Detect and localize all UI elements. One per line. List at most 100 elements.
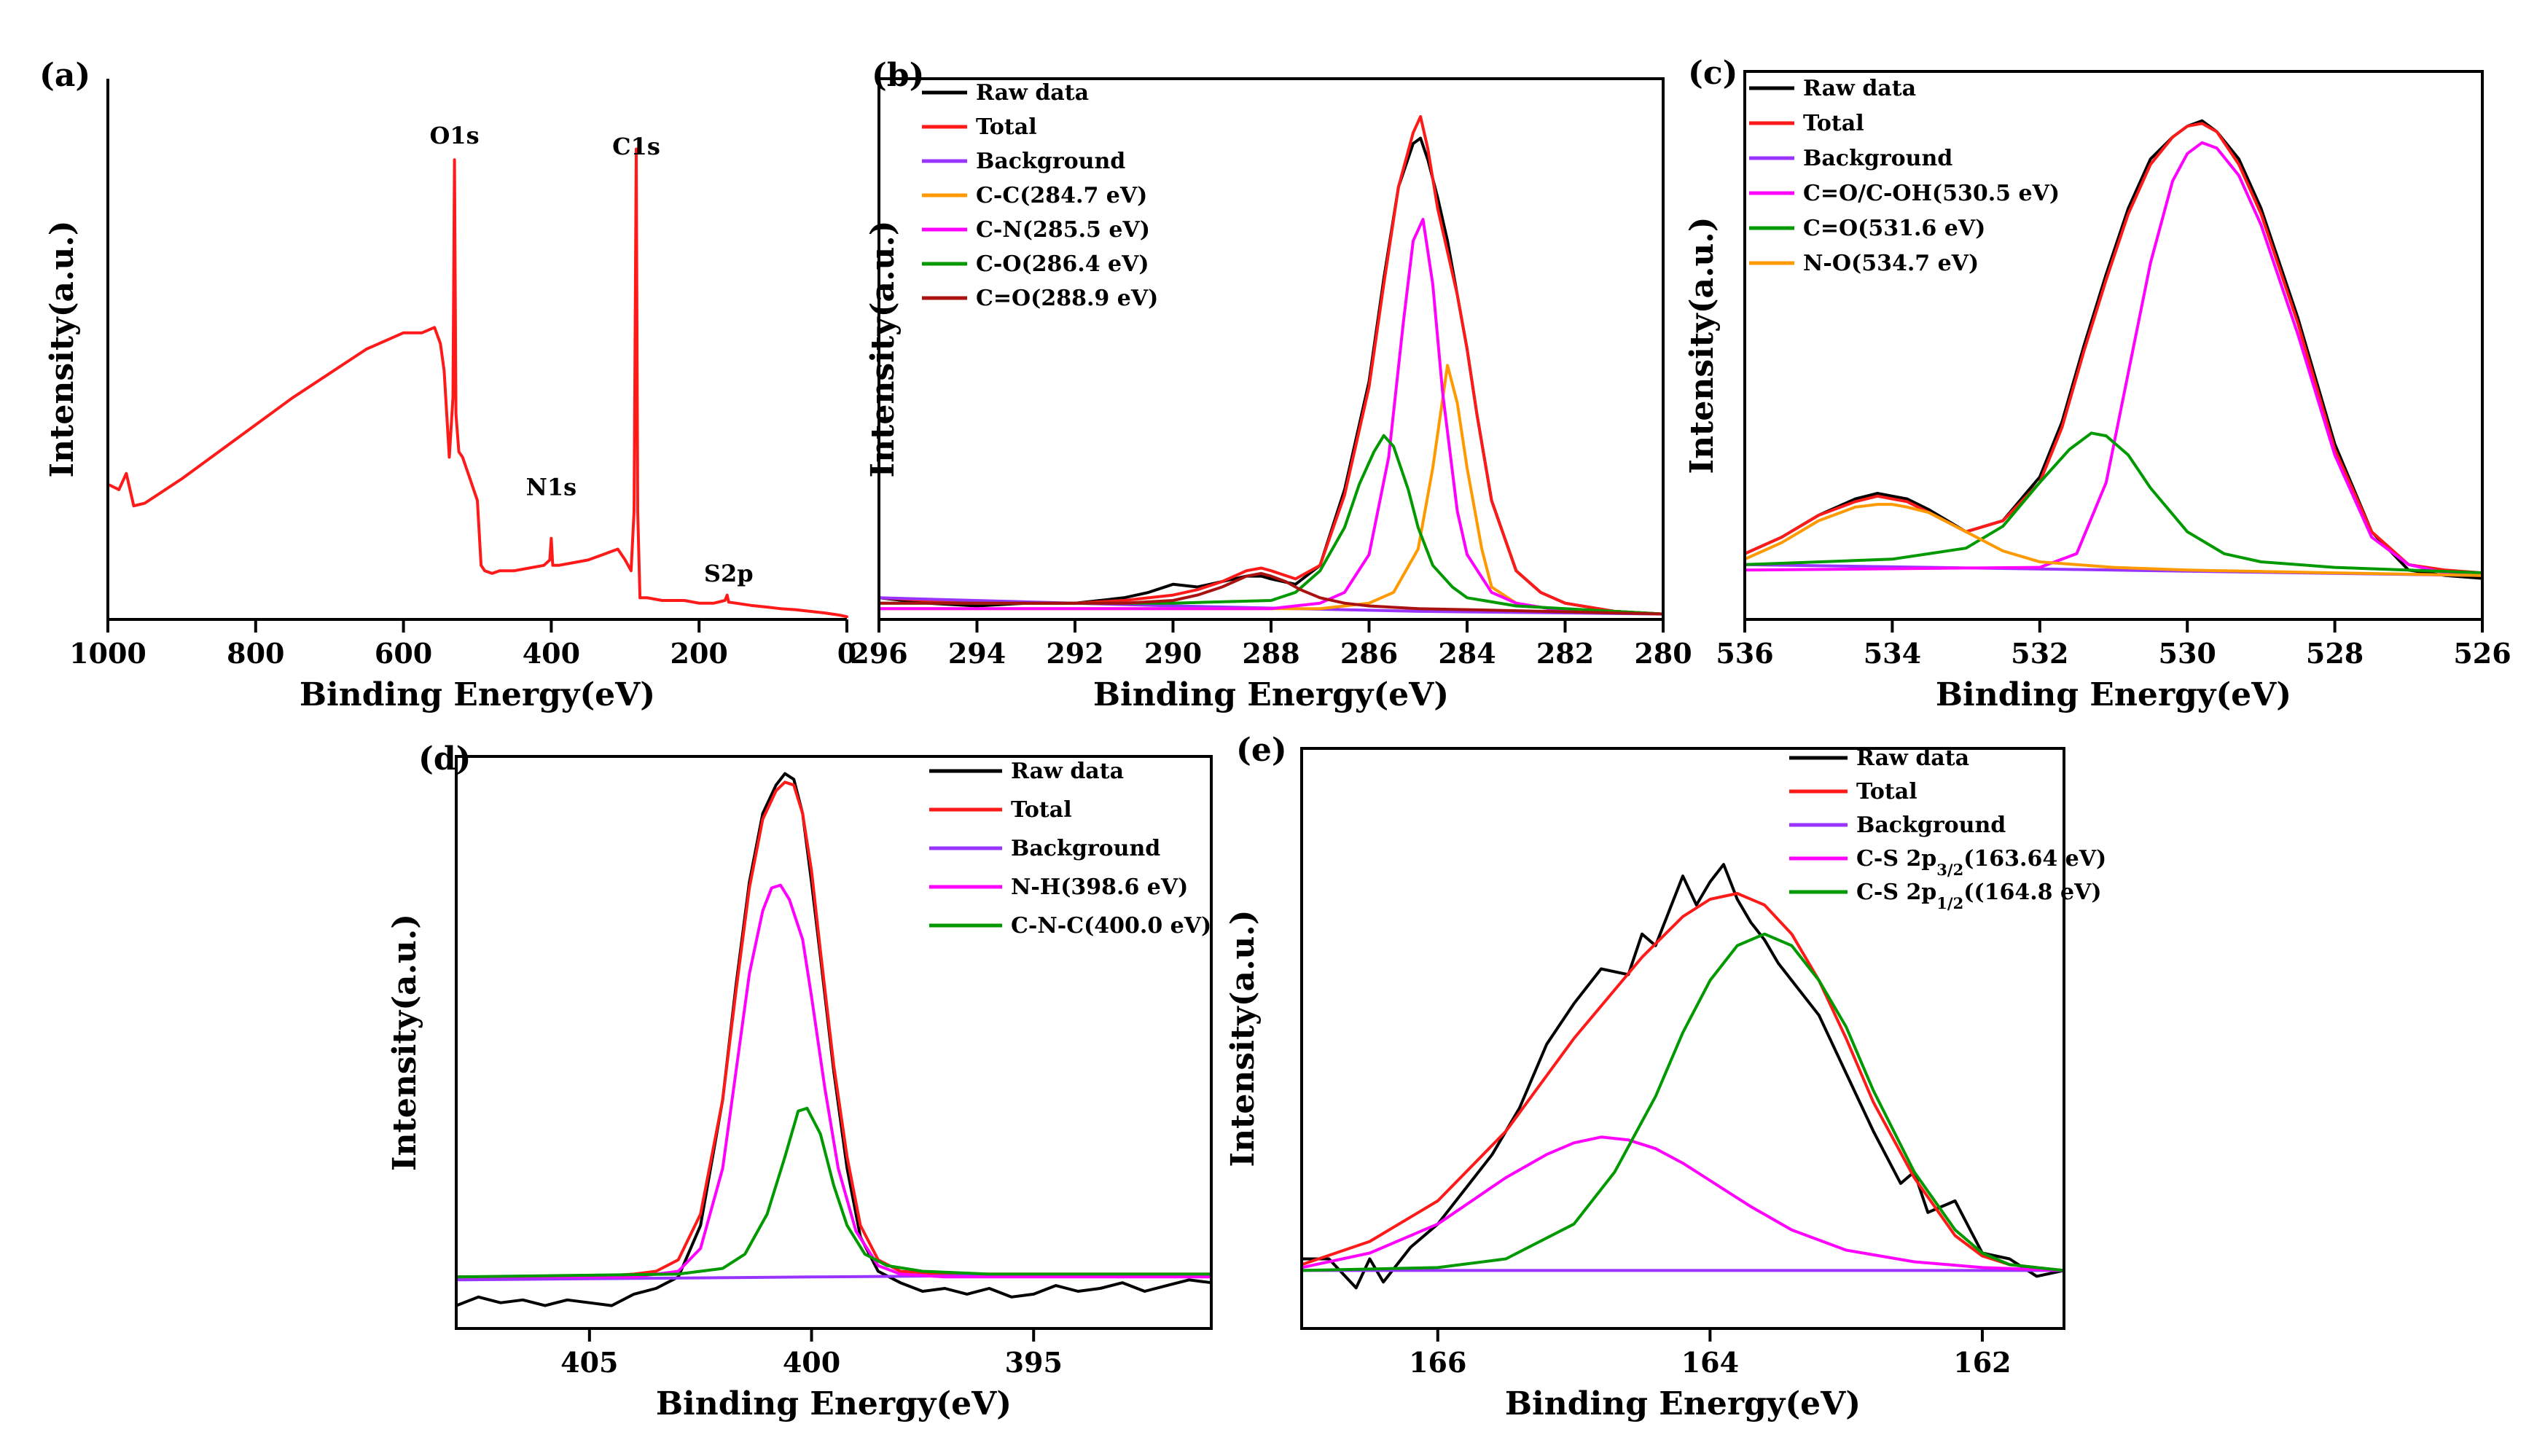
plot-frame-e [1300, 747, 2065, 1330]
x-tick-label-b: 280 [1634, 637, 1692, 670]
y-axis-title-c: Intensity(a.u.) [1684, 216, 1721, 474]
legend-label-b: C-O(286.4 eV) [976, 251, 1149, 277]
legend-b: Raw data Total Background C-C(284.7 eV) C-N(… [922, 80, 1158, 311]
legend-label-c: C=O/C-OH(530.5 eV) [1803, 181, 2060, 206]
plot-frame-c [1743, 70, 2484, 621]
x-tick-label-a: 1000 [69, 637, 146, 670]
x-axis-title-e: Binding Energy(eV) [1505, 1385, 1861, 1422]
series-group-d [455, 772, 1213, 1307]
y-axis-title-b: Intensity(a.u.) [864, 220, 902, 477]
x-tick-label-c: 530 [2159, 637, 2216, 670]
x-tick-label-a: 200 [671, 637, 728, 670]
x-tick-label-a: 800 [227, 637, 284, 670]
series-b-total [877, 114, 1665, 616]
x-tick-label-b: 286 [1340, 637, 1398, 670]
x-tick-label-e: 164 [1681, 1346, 1739, 1379]
legend-label-b: Raw data [976, 80, 1089, 106]
legend-label-b: C-N(285.5 eV) [976, 217, 1150, 243]
series-a-survey [106, 147, 848, 619]
x-tick-label-b: 284 [1438, 637, 1496, 670]
series-c-c-o-c-oh-530-5-ev [1743, 141, 2484, 577]
legend-label-b: C-C(284.7 eV) [976, 183, 1147, 208]
series-c-total [1743, 122, 2484, 575]
x-tick-label-b: 292 [1046, 637, 1103, 670]
panel-label-e: (e) [1236, 732, 1287, 769]
legend-c: Raw data Total Background C=O/C-OH(530.5 eV… [1749, 76, 2060, 276]
series-e-total [1300, 892, 2065, 1272]
series-c-c-o-531-6-ev [1743, 431, 2484, 575]
panel-label-d: (d) [418, 740, 471, 778]
x-tick-label-a: 400 [523, 637, 580, 670]
peak-label-n1s: N1s [526, 473, 577, 501]
panel-d: 405 400 395 Binding Energy(eV) Intensity(a.u… [386, 740, 1213, 1422]
legend-d: Raw data Total Background N-H(398.6 eV) C-N-… [929, 759, 1211, 939]
legend-e: Raw data Total Background C-S 2p3/2(163.64 … [1789, 745, 2106, 912]
x-tick-label-b: 282 [1536, 637, 1594, 670]
plot-frame-d [455, 755, 1213, 1330]
legend-label-b: Background [976, 149, 1125, 174]
series-b-raw-data [877, 136, 1665, 616]
legend-label-c: C=O(531.6 eV) [1803, 216, 1985, 241]
legend-label-d: N-H(398.6 eV) [1011, 874, 1188, 900]
legend-label-d: Raw data [1011, 759, 1124, 784]
panel-c: 536 534 532 530 528 526 Binding Energy(eV) Inte… [1684, 55, 2511, 713]
peak-label-c1s: C1s [612, 133, 660, 160]
panel-label-c: (c) [1688, 55, 1737, 92]
x-tick-label-c: 532 [2011, 637, 2068, 670]
series-e-c-s-2p1-2-164-8-ev [1300, 932, 2065, 1272]
x-tick-label-c: 536 [1716, 637, 1773, 670]
x-tick-label-b: 294 [948, 637, 1006, 670]
x-tick-label-a: 600 [375, 637, 432, 670]
series-e-c-s-2p3-2-163-64-ev [1300, 1135, 2065, 1272]
x-tick-label-c: 528 [2306, 637, 2364, 670]
y-axis-title-d: Intensity(a.u.) [386, 914, 423, 1171]
legend-label-c: Total [1803, 111, 1864, 136]
series-d-c-n-c-400-0-ev [455, 1106, 1213, 1279]
series-group-a [106, 147, 848, 619]
legend-label-e: C-S 2p3/2(163.64 eV) [1856, 846, 2106, 879]
legend-label-b: Total [976, 114, 1037, 140]
series-group-b [877, 114, 1665, 616]
x-tick-label-b: 290 [1144, 637, 1202, 670]
x-tick-label-c: 526 [2453, 637, 2511, 670]
legend-label-e: Total [1856, 779, 1917, 805]
legend-label-d: Background [1011, 836, 1160, 861]
series-b-c-o-288-9-ev [877, 571, 1665, 616]
legend-label-e: C-S 2p1/2((164.8 eV) [1856, 880, 2102, 912]
peak-label-s2p: S2p [704, 560, 754, 587]
x-tick-label-a: 0 [837, 637, 856, 670]
x-tick-label-d: 395 [1005, 1346, 1063, 1379]
legend-label-c: Raw data [1803, 76, 1916, 101]
x-tick-label-e: 162 [1953, 1346, 2011, 1379]
x-tick-label-d: 405 [560, 1346, 618, 1379]
x-tick-label-b: 296 [850, 637, 907, 670]
y-axis-title-a: Intensity(a.u.) [44, 220, 81, 477]
series-b-c-o-286-4-ev [877, 434, 1665, 616]
x-axis-title-d: Binding Energy(eV) [656, 1385, 1012, 1422]
x-tick-label-e: 166 [1409, 1346, 1466, 1379]
x-tick-label-c: 534 [1864, 637, 1921, 670]
legend-label-e: Raw data [1856, 745, 1969, 771]
x-axis-title-c: Binding Energy(eV) [1936, 676, 2291, 713]
series-group-c [1743, 119, 2484, 580]
series-b-c-n-285-5-ev [877, 217, 1665, 616]
legend-label-d: C-N-C(400.0 eV) [1011, 913, 1211, 939]
series-c-n-o-534-7-ev [1743, 503, 2484, 577]
x-axis-title-a: Binding Energy(eV) [300, 676, 655, 713]
series-c-raw-data [1743, 119, 2484, 580]
panel-e: 166 164 162 Binding Energy(eV) Intensity(a.u… [1224, 732, 2106, 1422]
legend-label-d: Total [1011, 797, 1072, 823]
peak-label-o1s: O1s [429, 122, 479, 149]
legend-label-b: C=O(288.9 eV) [976, 286, 1158, 311]
legend-label-c: Background [1803, 146, 1952, 171]
x-axis-title-b: Binding Energy(eV) [1093, 676, 1449, 713]
panel-label-a: (a) [39, 57, 90, 94]
legend-label-e: Background [1856, 813, 2006, 838]
panel-label-b: (b) [872, 57, 924, 94]
x-tick-label-b: 288 [1242, 637, 1299, 670]
legend-label-c: N-O(534.7 eV) [1803, 251, 1979, 276]
panel-a: 1000 800 600 400 200 0 Binding Energy(eV) Inten… [39, 57, 856, 713]
series-group-e [1300, 863, 2065, 1290]
panel-b: 296 294 292 290 288 286 284 282 280 Binding Energ… [850, 57, 1692, 713]
